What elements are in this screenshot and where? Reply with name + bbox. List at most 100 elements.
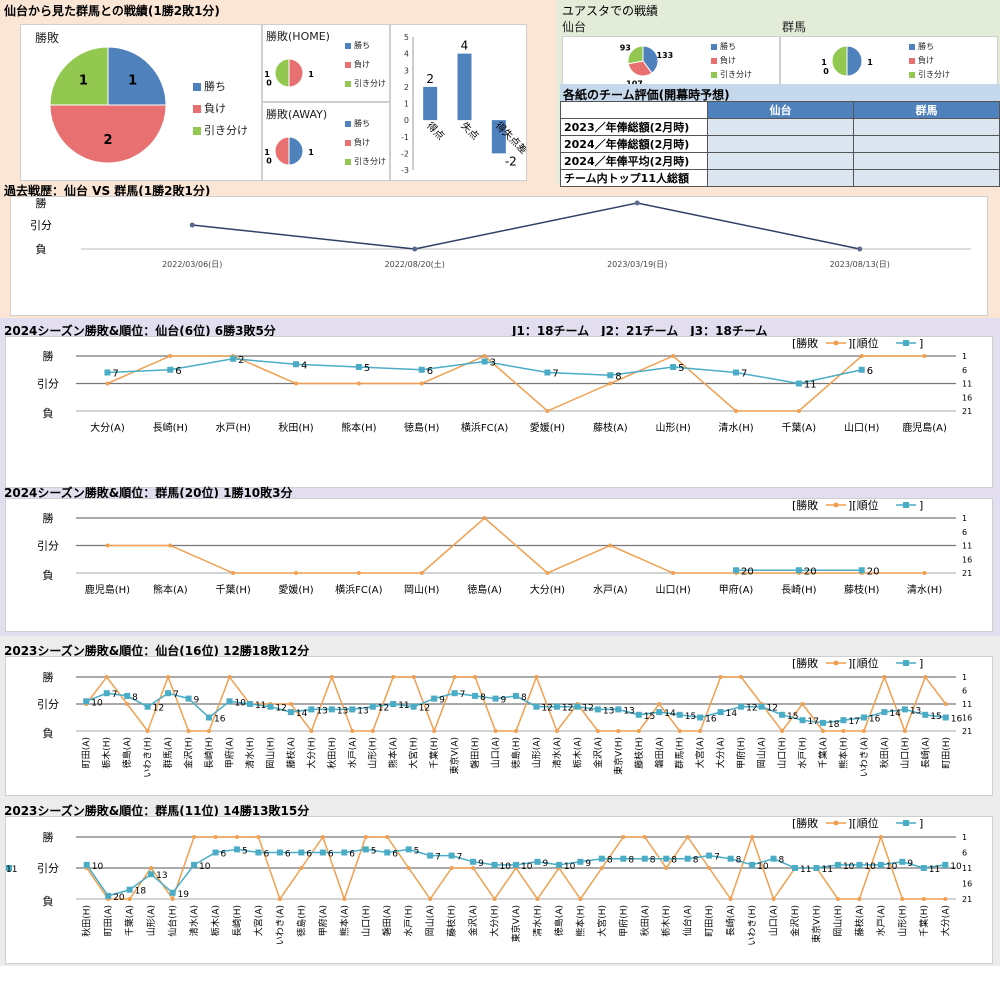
category-label: 藤枝(A) xyxy=(853,905,865,936)
rank-point xyxy=(328,706,335,713)
result-point xyxy=(698,729,703,733)
legend-swatch xyxy=(711,44,717,50)
rank-point xyxy=(676,711,683,718)
rank-data-label: 12 xyxy=(378,704,389,714)
category-label: 清水(H) xyxy=(907,583,942,596)
legend-rank-marker xyxy=(903,340,909,346)
eval-row-label: 2023／年俸総額(2月時) xyxy=(560,118,708,136)
rank-point xyxy=(749,861,756,868)
rank-data-label: 20 xyxy=(113,893,125,903)
bar-axis-tick: 1 xyxy=(404,100,409,109)
rank-point xyxy=(792,865,799,871)
category-label: 岡山(H) xyxy=(265,737,276,769)
pie-slice xyxy=(274,58,290,88)
result-point xyxy=(449,866,454,870)
category-label: 山口(A) xyxy=(769,905,780,936)
rank-point xyxy=(860,714,867,721)
result-point xyxy=(728,897,733,901)
rank-data-label: 9 xyxy=(907,859,913,869)
rank-point xyxy=(167,366,174,373)
s2024-sendai-title: 2024シーズン勝敗&順位：仙台(6位) 6勝3敗5分 xyxy=(4,324,276,338)
category-label: 藤枝(H) xyxy=(446,905,458,937)
rank-data-label: 12 xyxy=(153,704,164,714)
category-label: 山口(H) xyxy=(900,737,911,769)
rank-point xyxy=(770,855,777,862)
rank-point xyxy=(819,719,826,726)
legend-result-label: [勝敗 xyxy=(792,499,818,512)
result-point xyxy=(329,675,334,679)
away-pie-panel: 勝敗(AWAY) 1 1 0 勝ち 負け 引き分け xyxy=(262,102,390,181)
history-title: 過去戦歴：仙台 VS 群馬(1勝2敗1分) xyxy=(4,184,211,198)
legend-swatch xyxy=(193,105,201,113)
result-point xyxy=(149,866,154,870)
rank-point xyxy=(255,849,262,856)
result-point xyxy=(406,866,411,870)
pie-data-label: 1 xyxy=(128,73,137,88)
category-label: 清水(H) xyxy=(244,737,256,769)
away-pie-title: 勝敗(AWAY) xyxy=(266,108,328,121)
category-label: 栃木(H) xyxy=(101,737,113,769)
rank-point xyxy=(858,567,865,574)
rank-point xyxy=(451,690,458,697)
rank-data-label: 7 xyxy=(112,690,118,700)
rank-point xyxy=(758,703,765,710)
pie-data-label: 1 xyxy=(308,70,314,79)
result-point xyxy=(299,866,304,870)
pie-data-label: 2 xyxy=(103,133,112,148)
result-point xyxy=(943,897,948,901)
yuasuta-sendai-panel: 133 107 93 勝ち 負け 引き分け xyxy=(562,36,780,86)
rank-point xyxy=(594,706,601,713)
rank-data-label: 12 xyxy=(419,704,430,714)
rank-point xyxy=(834,861,841,868)
legend-label: 勝ち xyxy=(720,41,736,51)
bar-category-label: 得点 xyxy=(424,120,447,143)
rank-point xyxy=(858,366,865,373)
result-point xyxy=(277,897,282,901)
pie-data-label: 0 xyxy=(823,67,829,76)
history-point xyxy=(634,200,640,206)
result-point xyxy=(166,675,171,679)
rank-point xyxy=(105,892,112,899)
rank-data-label: 8 xyxy=(779,856,785,866)
rank-data-label: 15 xyxy=(787,712,798,722)
legend-result-label: [勝敗 xyxy=(792,657,818,670)
rank-tick-label: 6 xyxy=(962,849,967,858)
category-label: 岡山(A) xyxy=(757,737,768,768)
legend-label: 引き分け xyxy=(354,157,386,166)
result-point xyxy=(554,729,559,733)
category-label: 町田(H) xyxy=(704,905,715,937)
rank-point xyxy=(390,701,397,707)
rank-data-label: 6 xyxy=(306,850,312,860)
rank-data-label: 3 xyxy=(490,358,496,369)
result-point xyxy=(419,571,424,575)
result-point xyxy=(780,729,785,733)
rank-point xyxy=(733,369,739,376)
rank-data-label: 14 xyxy=(664,709,676,719)
category-label: 磐田(A) xyxy=(653,737,665,768)
result-point xyxy=(718,675,723,679)
result-point xyxy=(356,381,361,386)
result-point xyxy=(234,835,239,839)
result-point xyxy=(841,729,846,733)
yuasuta-right-name: 群馬 xyxy=(782,20,807,34)
axis-win-label: 勝 xyxy=(43,670,54,684)
category-label: 清水(A) xyxy=(188,905,200,936)
rank-point xyxy=(169,889,176,896)
result-point xyxy=(820,729,825,733)
eval-cell xyxy=(707,135,854,153)
pie-data-label: 1 xyxy=(264,148,270,157)
rank-point xyxy=(513,692,519,699)
s2023-gunma-panel: 勝引分負 1 6 11 16 21 [勝敗][順位] 10 20 18 13 19 10 6 5 6 6 6 6 6 5… xyxy=(5,816,993,964)
rank-point xyxy=(369,703,376,710)
legend-swatch xyxy=(711,58,717,64)
result-point xyxy=(642,835,647,839)
legend-rank-label: ][順位 xyxy=(848,817,879,830)
category-label: 磐田(H) xyxy=(469,737,481,769)
category-label: 山口(A) xyxy=(491,737,502,768)
result-point xyxy=(145,729,150,733)
rank-data-label: 7 xyxy=(714,853,720,863)
legend-swatch xyxy=(345,81,351,87)
result-point xyxy=(294,381,298,386)
